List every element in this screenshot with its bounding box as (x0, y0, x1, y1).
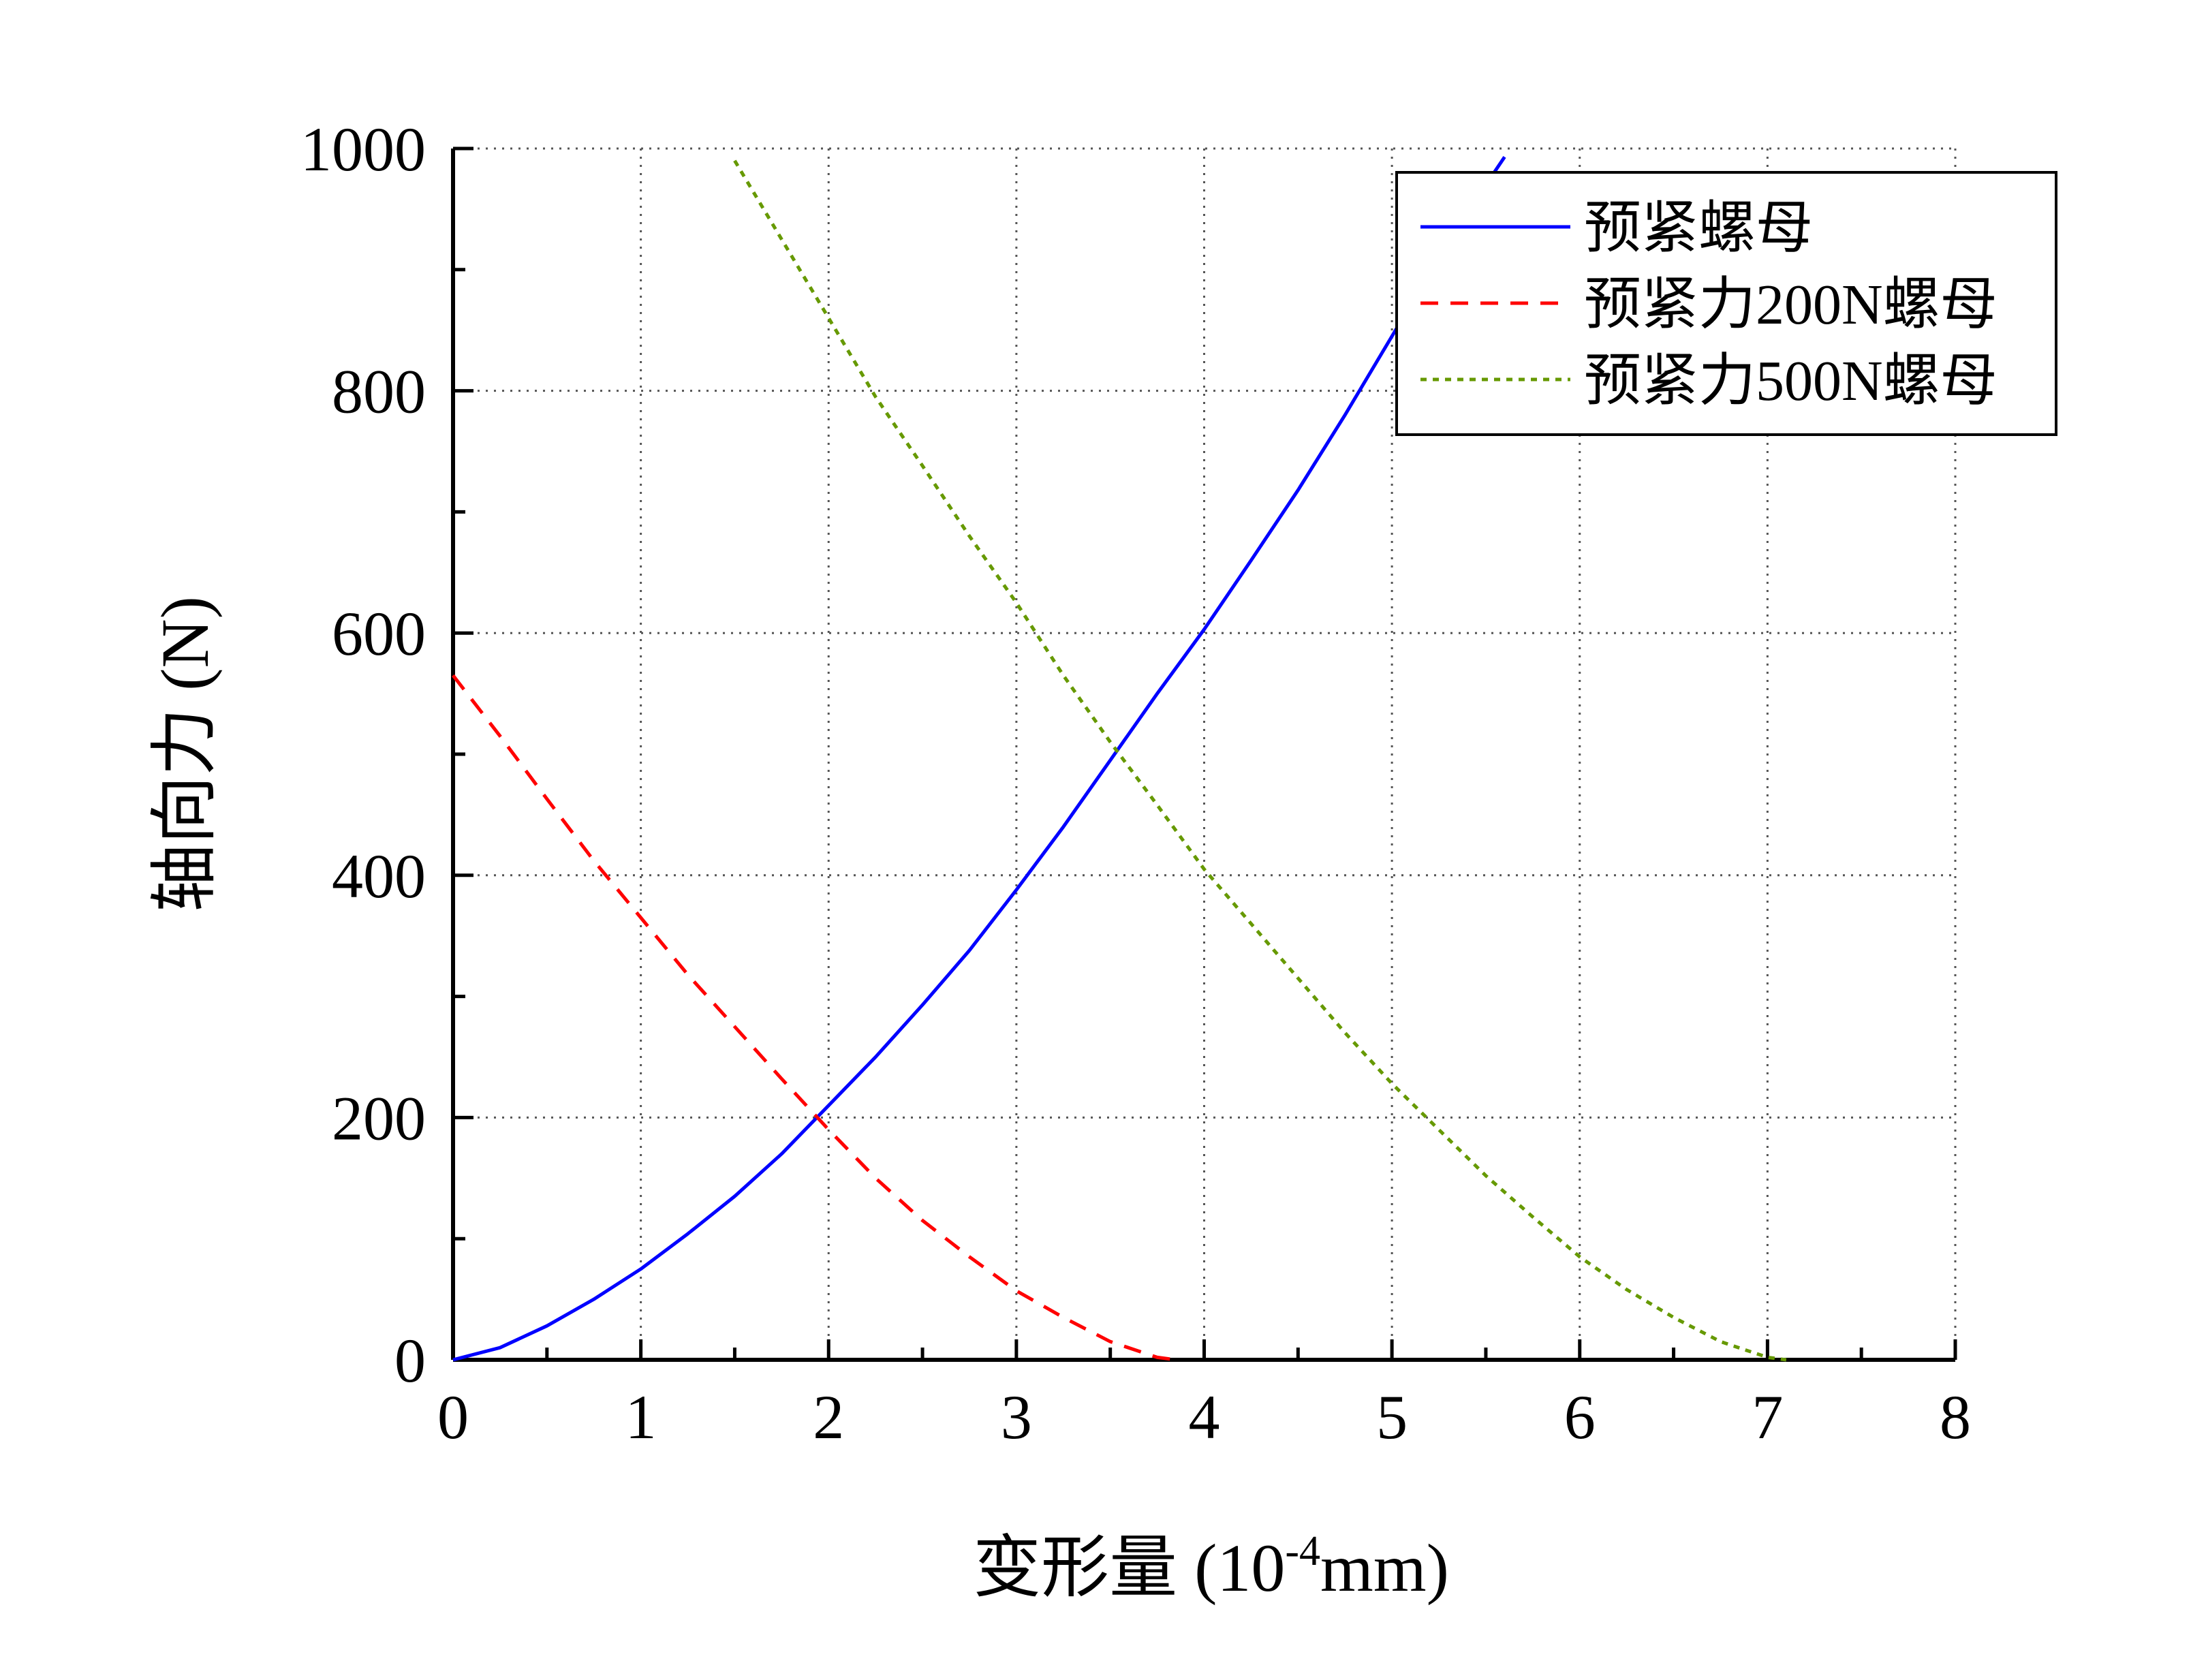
y-tick-label: 1000 (300, 114, 426, 184)
x-tick-label: 0 (437, 1382, 469, 1452)
y-tick-label: 200 (332, 1083, 426, 1153)
legend-box (1395, 171, 2057, 436)
legend-label-2: 预紧力200N螺母 (1584, 273, 1998, 337)
x-tick-label: 2 (813, 1382, 844, 1452)
series-line-1 (452, 156, 1506, 1362)
x-tick-label: 5 (1376, 1382, 1408, 1452)
legend-label-1: 预紧螺母 (1584, 197, 1813, 260)
x-tick-label: 7 (1752, 1382, 1783, 1452)
y-tick-label: 800 (332, 357, 426, 426)
y-axis-title: 轴向力 (N) (147, 596, 223, 912)
x-tick-label: 1 (625, 1382, 657, 1452)
series-line-2 (452, 674, 1177, 1362)
y-tick-label: 0 (394, 1326, 426, 1395)
x-tick-label: 4 (1189, 1382, 1220, 1452)
y-tick-label: 600 (332, 599, 426, 668)
x-tick-label: 3 (1001, 1382, 1032, 1452)
series-line-3 (733, 159, 1787, 1362)
x-tick-label: 6 (1564, 1382, 1596, 1452)
x-tick-label: 8 (1940, 1382, 1971, 1452)
y-tick-label: 400 (332, 841, 426, 911)
x-axis-title: 变形量 (10-4mm) (973, 1528, 1449, 1606)
legend-label-3: 预紧力500N螺母 (1584, 349, 1998, 413)
